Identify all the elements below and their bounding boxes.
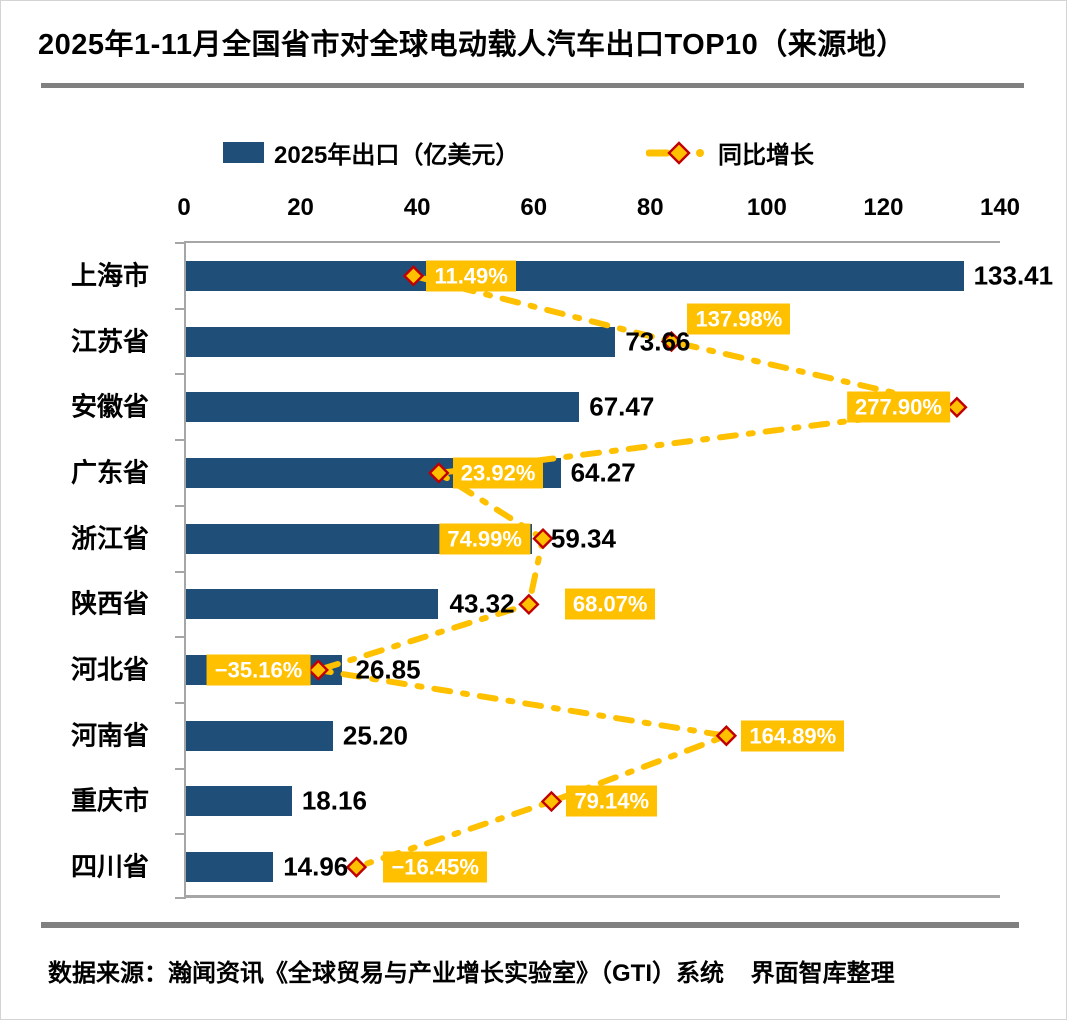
y-axis-tick	[175, 504, 186, 507]
growth-percent-label: 137.98%	[687, 303, 791, 335]
x-axis-tick-label: 60	[520, 194, 548, 221]
y-axis-tick	[175, 307, 186, 310]
x-axis-tick-label: 100	[746, 194, 787, 221]
export-bar	[186, 720, 333, 751]
category-label: 浙江省	[70, 523, 149, 554]
growth-percent-label: 164.89%	[741, 720, 845, 752]
category-label: 安徽省	[70, 391, 149, 422]
y-axis-tick	[175, 833, 186, 836]
bar-value-label: 25.20	[342, 720, 408, 751]
growth-line-layer	[307, 265, 968, 878]
growth-percent-label: 68.07%	[564, 588, 656, 620]
y-axis-tick	[175, 897, 186, 899]
export-bar	[186, 786, 292, 817]
x-axis-tick-label: 120	[863, 194, 904, 221]
growth-point-diamond-icon	[532, 527, 554, 550]
footer-separator	[41, 922, 1019, 928]
data-source-note: 数据来源：瀚闻资讯《全球贸易与产业增长实验室》（GTI）系统 界面智库整理	[48, 960, 895, 987]
bar-value-label: 14.96	[283, 851, 349, 882]
export-bar	[186, 326, 616, 357]
growth-point-diamond-icon	[715, 725, 738, 747]
bar-value-label: 64.27	[570, 457, 636, 488]
x-axis-tick-label: 40	[403, 194, 431, 221]
title-separator	[41, 83, 1024, 88]
bar-series-swatch	[223, 142, 264, 163]
growth-percent-label: 74.99%	[439, 523, 530, 555]
growth-point-diamond-icon	[307, 659, 329, 681]
growth-point-diamond-icon	[402, 265, 425, 287]
page-title: 2025年1-11月全国省市对全球电动载人汽车出口TOP10（来源地）	[38, 29, 906, 61]
legend-item-export: 2025年出口（亿美元）	[223, 135, 519, 170]
x-axis-tick-label: 0	[177, 194, 191, 221]
x-axis-tick-label: 140	[979, 194, 1021, 221]
growth-percent-label: 277.90%	[847, 391, 950, 423]
y-axis-tick	[175, 636, 186, 639]
growth-point-diamond-icon	[518, 593, 540, 616]
bar-value-label: 18.16	[301, 785, 367, 816]
legend-line-label: 同比增长	[718, 142, 814, 169]
growth-point-diamond-icon	[660, 330, 683, 353]
bar-value-label: 59.34	[550, 523, 616, 554]
growth-line	[315, 272, 960, 871]
y-axis-tick	[175, 767, 186, 770]
category-label: 重庆市	[70, 785, 149, 816]
growth-percent-label: 79.14%	[566, 785, 658, 817]
y-axis-tick	[175, 439, 186, 442]
export-bar	[186, 260, 964, 291]
legend-bar-label: 2025年出口（亿美元）	[274, 142, 520, 169]
y-axis-tick	[175, 701, 186, 704]
category-label: 上海市	[70, 260, 149, 291]
growth-percent-label: 11.49%	[426, 260, 516, 292]
export-bar	[186, 392, 580, 423]
x-axis-tick-label: 80	[636, 194, 664, 221]
category-label: 河北省	[70, 654, 149, 685]
category-label: 河南省	[70, 720, 149, 751]
line-series-marker-icon	[646, 140, 704, 165]
bar-value-label: 67.47	[589, 391, 655, 422]
y-axis-tick	[175, 373, 186, 376]
growth-point-diamond-icon	[946, 396, 968, 418]
growth-point-diamond-icon	[345, 856, 368, 878]
export-bar	[186, 852, 274, 883]
y-axis-tick	[175, 242, 186, 244]
category-label: 陕西省	[70, 588, 149, 619]
bar-value-label: 43.32	[449, 588, 515, 619]
category-label: 江苏省	[70, 326, 149, 357]
export-bar	[186, 589, 439, 620]
bar-value-label: 73.66	[625, 326, 691, 357]
legend-item-growth: 同比增长	[646, 135, 814, 170]
x-axis-tick-label: 20	[287, 194, 314, 221]
bar-value-label: 133.41	[973, 260, 1054, 291]
bar-value-label: 26.85	[355, 654, 421, 685]
growth-point-diamond-icon	[540, 790, 563, 813]
category-label: 广东省	[70, 457, 149, 488]
plot-area: 133.41 73.66 67.47 64.27 59.34 43.32 26.85 25.2…	[175, 241, 1053, 899]
growth-percent-label: 23.92%	[452, 457, 544, 489]
category-label: 四川省	[70, 851, 149, 882]
y-axis-tick	[175, 570, 186, 573]
growth-percent-label: −16.45%	[383, 851, 487, 883]
growth-percent-label: −35.16%	[206, 654, 311, 686]
growth-point-diamond-icon	[428, 462, 450, 484]
